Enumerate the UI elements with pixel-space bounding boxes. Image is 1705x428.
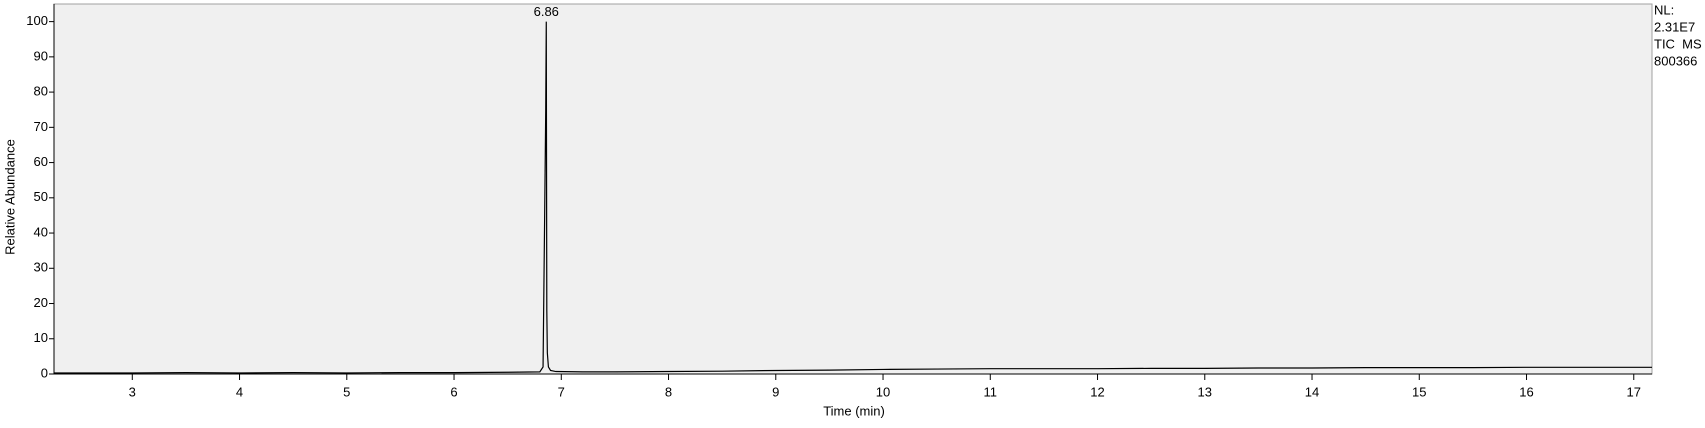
x-tick-label: 5	[343, 384, 350, 399]
chromatogram-line	[54, 21, 1652, 374]
x-tick-label: 16	[1519, 384, 1533, 399]
y-tick-label: 90	[34, 48, 48, 63]
y-tick-label: 0	[41, 365, 48, 380]
x-tick-label: 3	[129, 384, 136, 399]
plot-area	[53, 3, 1653, 375]
side-label: NL:	[1654, 2, 1674, 17]
y-tick-label: 100	[26, 13, 48, 28]
x-tick-label: 12	[1090, 384, 1104, 399]
x-tick-label: 13	[1198, 384, 1212, 399]
y-tick-label: 30	[34, 260, 48, 275]
x-tick-label: 9	[772, 384, 779, 399]
side-label: TIC MS	[1654, 36, 1702, 51]
side-label: 800366	[1654, 53, 1697, 68]
x-tick-label: 17	[1627, 384, 1641, 399]
x-tick-label: 14	[1305, 384, 1319, 399]
x-tick-label: 15	[1412, 384, 1426, 399]
x-axis-label: Time (min)	[823, 403, 885, 418]
y-tick-label: 60	[34, 154, 48, 169]
x-tick-label: 6	[450, 384, 457, 399]
x-tick-label: 11	[984, 384, 998, 399]
y-tick-label: 50	[34, 189, 48, 204]
y-tick-label: 10	[34, 330, 48, 345]
side-label: 2.31E7	[1654, 19, 1695, 34]
y-tick-label: 20	[34, 295, 48, 310]
x-tick-label: 8	[665, 384, 672, 399]
peak-label: 6.86	[534, 4, 559, 19]
x-tick-label: 4	[236, 384, 243, 399]
y-tick-label: 80	[34, 84, 48, 99]
y-tick-label: 40	[34, 224, 48, 239]
x-tick-label: 10	[876, 384, 890, 399]
y-tick-label: 70	[34, 119, 48, 134]
x-tick-label: 7	[558, 384, 565, 399]
y-axis-label: Relative Abundance	[2, 139, 17, 255]
